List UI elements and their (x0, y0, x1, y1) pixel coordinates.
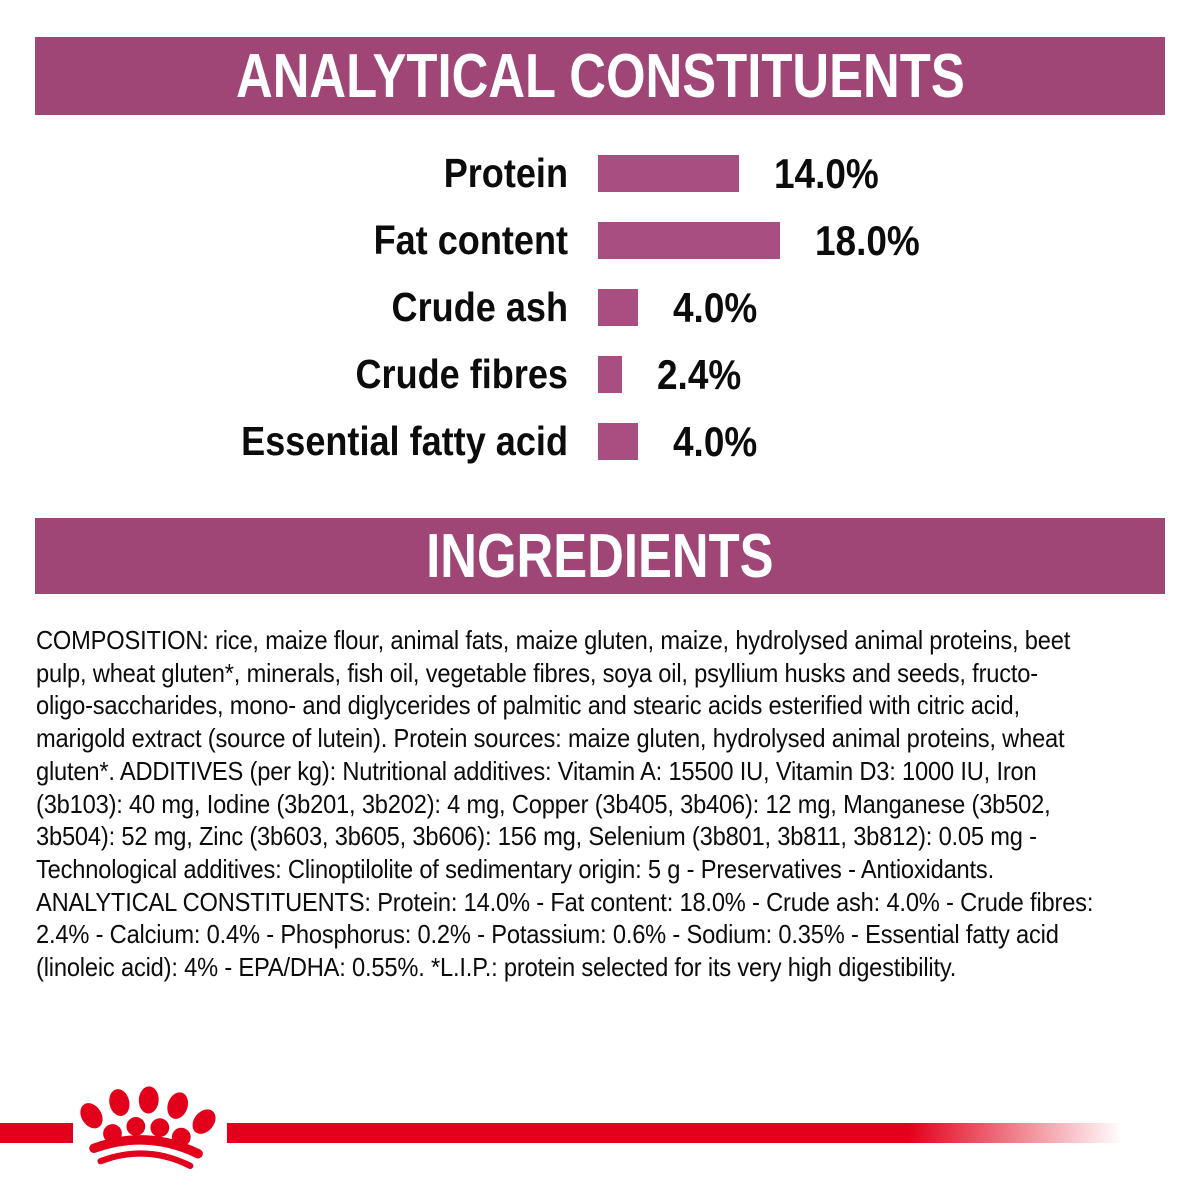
chart-category-label: Essential fatty acid (241, 418, 568, 464)
chart-value-label: 14.0% (774, 149, 880, 197)
chart-bar (598, 289, 639, 326)
chart-bar (598, 356, 623, 393)
chart-value-label: 4.0% (673, 417, 758, 465)
analytical-constituents-title: ANALYTICAL CONSTITUENTS (235, 41, 965, 111)
chart-row: Fat content 18.0% (35, 207, 1165, 274)
chart-category-label: Crude ash (391, 284, 568, 330)
red-band-left (0, 1123, 73, 1143)
chart-value-label: 2.4% (657, 350, 742, 398)
chart-row: Essential fatty acid 4.0% (35, 408, 1165, 475)
chart-bar (598, 423, 639, 460)
chart-value-label: 18.0% (814, 216, 920, 264)
chart-value-label: 4.0% (673, 283, 758, 331)
constituents-chart: Protein 14.0% Fat content 18.0% Crude ash 4.0… (35, 140, 1165, 475)
chart-bar (598, 155, 740, 192)
chart-row: Protein 14.0% (35, 140, 1165, 207)
chart-row: Crude ash 4.0% (35, 274, 1165, 341)
analytical-constituents-banner: ANALYTICAL CONSTITUENTS (35, 37, 1165, 115)
chart-category-label: Protein (443, 150, 568, 196)
ingredients-banner: INGREDIENTS (35, 518, 1165, 594)
chart-category-label: Crude fibres (355, 351, 568, 397)
chart-bar (598, 222, 780, 259)
chart-category-label: Fat content (373, 217, 568, 263)
red-band-right (227, 1123, 1200, 1143)
crown-icon-svg (80, 1086, 216, 1169)
ingredients-composition-text: COMPOSITION: rice, maize flour, animal f… (36, 625, 1094, 983)
chart-row: Crude fibres 2.4% (35, 341, 1165, 408)
ingredients-title: INGREDIENTS (426, 521, 774, 591)
royal-canin-crown-icon (61, 1050, 235, 1179)
